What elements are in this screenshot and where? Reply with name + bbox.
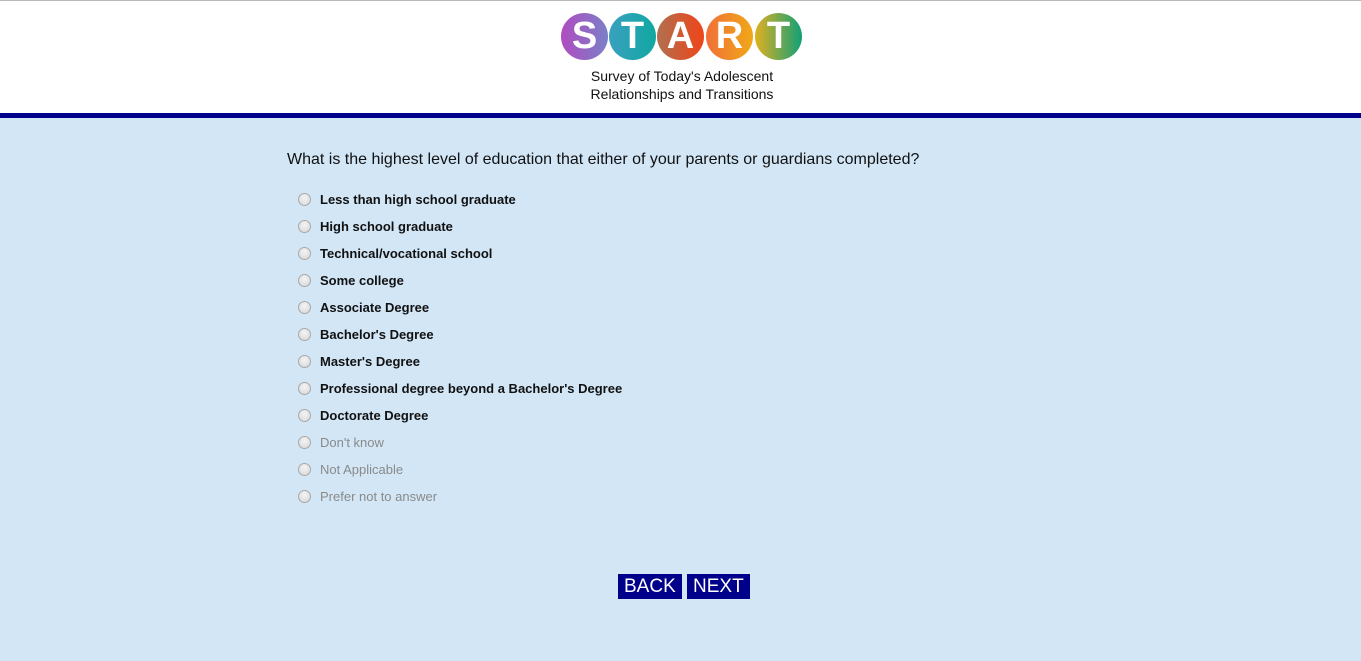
answer-options: Less than high school graduate High schoo…: [297, 186, 622, 510]
radio-option[interactable]: High school graduate: [297, 213, 622, 240]
header-divider: [0, 113, 1361, 118]
radio-option[interactable]: Less than high school graduate: [297, 186, 622, 213]
radio-button[interactable]: [298, 463, 311, 476]
option-label: Not Applicable: [320, 462, 404, 477]
radio-option[interactable]: Master's Degree: [297, 348, 622, 375]
radio-option[interactable]: Associate Degree: [297, 294, 622, 321]
radio-option[interactable]: Doctorate Degree: [297, 402, 622, 429]
option-label: High school graduate: [320, 219, 453, 234]
radio-button[interactable]: [298, 355, 311, 368]
logo-letter: S: [561, 13, 608, 60]
radio-option[interactable]: Some college: [297, 267, 622, 294]
next-button[interactable]: NEXT: [687, 574, 750, 599]
option-label: Less than high school graduate: [320, 192, 516, 207]
radio-button[interactable]: [298, 490, 311, 503]
radio-option[interactable]: Don't know: [297, 429, 622, 456]
radio-button[interactable]: [298, 193, 311, 206]
option-label: Technical/vocational school: [320, 246, 493, 261]
option-label: Don't know: [320, 435, 384, 450]
header: S T A R T Survey of Today's Adolescent R…: [0, 0, 1361, 113]
radio-button[interactable]: [298, 274, 311, 287]
option-label: Professional degree beyond a Bachelor's …: [320, 381, 623, 396]
logo-letter: A: [657, 13, 704, 60]
radio-button[interactable]: [298, 436, 311, 449]
option-label: Master's Degree: [320, 354, 420, 369]
logo-letter: R: [706, 13, 753, 60]
back-button[interactable]: BACK: [618, 574, 682, 599]
radio-button[interactable]: [298, 382, 311, 395]
option-label: Some college: [320, 273, 404, 288]
tagline-line: Survey of Today's Adolescent: [590, 68, 774, 84]
radio-option[interactable]: Prefer not to answer: [297, 483, 622, 510]
logo-letter: T: [609, 13, 656, 60]
logo-tagline: Survey of Today's Adolescent Relationshi…: [561, 67, 803, 103]
option-label: Prefer not to answer: [320, 489, 438, 504]
radio-option[interactable]: Professional degree beyond a Bachelor's …: [297, 375, 622, 402]
tagline-line: Relationships and Transitions: [590, 86, 774, 102]
option-label: Doctorate Degree: [320, 408, 429, 423]
radio-button[interactable]: [298, 247, 311, 260]
option-label: Associate Degree: [320, 300, 430, 315]
radio-button[interactable]: [298, 301, 311, 314]
radio-option[interactable]: Technical/vocational school: [297, 240, 622, 267]
start-logo: S T A R T Survey of Today's Adolescent R…: [561, 13, 805, 103]
radio-button[interactable]: [298, 328, 311, 341]
radio-button[interactable]: [298, 409, 311, 422]
radio-button[interactable]: [298, 220, 311, 233]
question-text: What is the highest level of education t…: [287, 151, 920, 168]
option-label: Bachelor's Degree: [320, 327, 434, 342]
radio-option[interactable]: Not Applicable: [297, 456, 622, 483]
logo-letter: T: [755, 13, 802, 60]
radio-option[interactable]: Bachelor's Degree: [297, 321, 622, 348]
